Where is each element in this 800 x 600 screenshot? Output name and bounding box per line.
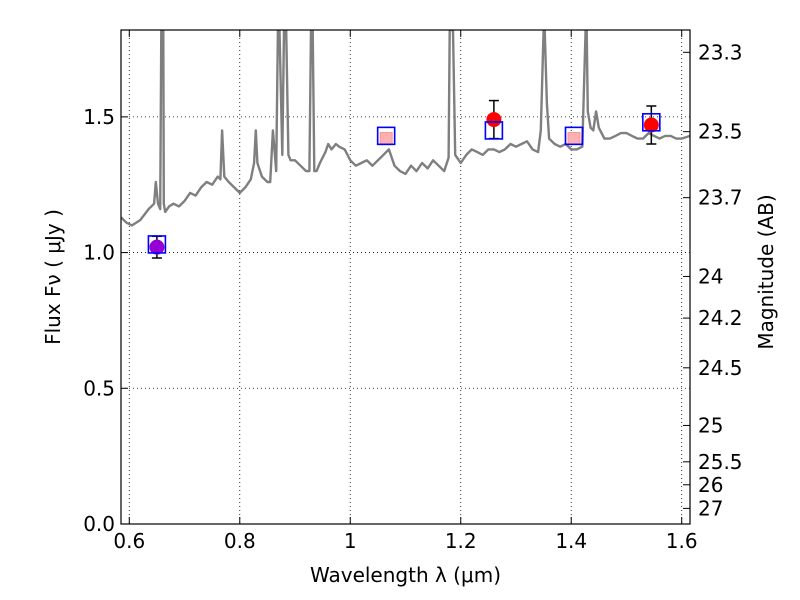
x-tick-label: 1.6: [666, 529, 698, 553]
right-tick-label: 23.7: [698, 186, 743, 210]
right-tick-label: 25.5: [698, 450, 743, 474]
faint-flux-marker: [379, 132, 393, 146]
right-axis-label: Magnitude (AB): [754, 194, 778, 349]
observed-flux-point: [643, 117, 659, 133]
right-tick-label: 24: [698, 264, 723, 288]
model-spectrum-line: [121, 30, 690, 227]
plot-frame: [120, 29, 691, 525]
right-tick-label: 25: [698, 413, 723, 437]
faint-flux-marker: [567, 132, 581, 146]
right-tick-label: 24.5: [698, 356, 743, 380]
right-tick-label: 26: [698, 473, 723, 497]
y-tick-label: 0.0: [83, 512, 115, 536]
flux-markers-layer: [147, 99, 661, 259]
x-tick-label: 1.2: [445, 529, 477, 553]
y-tick-label: 1.0: [83, 241, 115, 265]
x-tick-label: 1: [344, 529, 357, 553]
y-axis-label: Flux Fν ( μJy ): [41, 209, 65, 345]
observed-flux-point: [149, 239, 165, 255]
observed-flux-point: [486, 112, 502, 128]
grid-lines: [121, 30, 690, 525]
axis-ticks: 0.6 0.8 1 1.2 1.4 1.6 0.0 0.5 1.0 1.5 23.3 23.5 23.7…: [83, 30, 743, 553]
model-flux-marker: [484, 121, 504, 140]
y-tick-label: 0.5: [83, 376, 115, 400]
model-flux-marker: [376, 126, 396, 146]
y-tick-label: 1.5: [83, 105, 115, 129]
model-flux-marker: [564, 126, 584, 146]
right-tick-label: 24.2: [698, 306, 743, 330]
x-tick-label: 0.8: [224, 529, 256, 553]
right-tick-label: 27: [698, 496, 723, 520]
x-tick-label: 1.4: [555, 529, 587, 553]
right-tick-label: 23.5: [698, 120, 743, 144]
right-tick-label: 23.3: [698, 40, 743, 64]
model-flux-marker: [642, 112, 661, 132]
x-tick-label: 0.6: [113, 529, 145, 553]
model-flux-marker: [147, 235, 167, 254]
model-spectrum-layer: [121, 30, 690, 227]
x-axis-label: Wavelength λ (μm): [310, 563, 501, 587]
